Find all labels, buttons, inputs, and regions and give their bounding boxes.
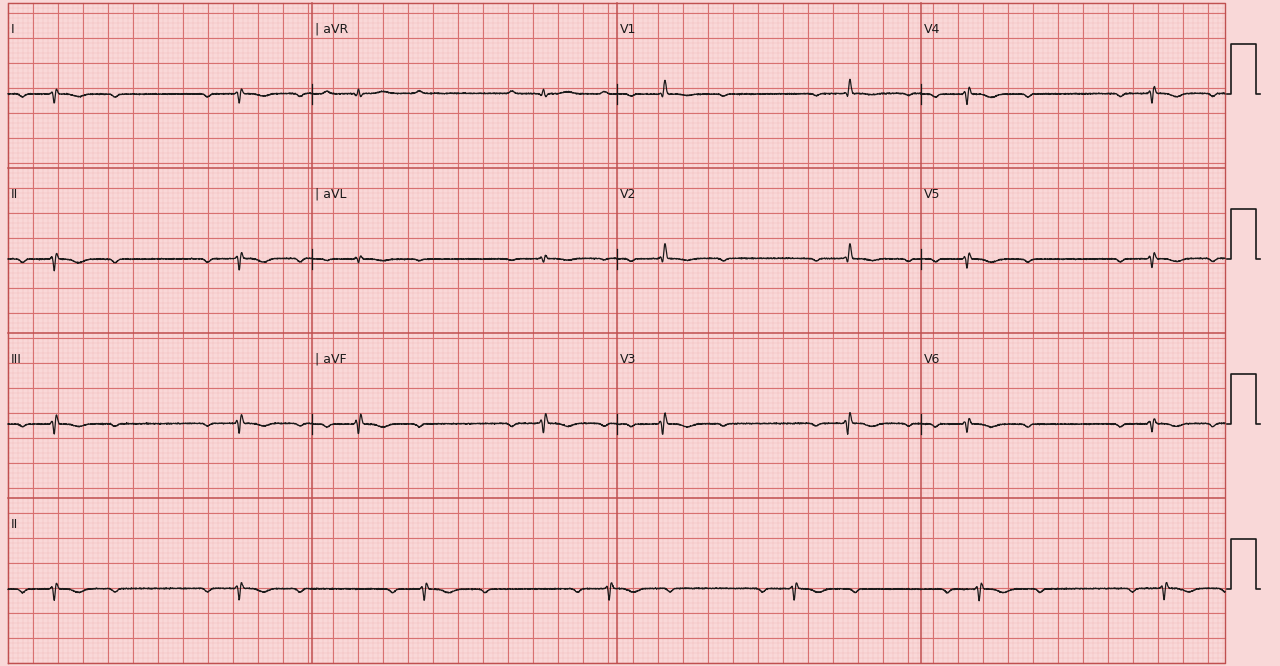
Text: | aVL: | aVL: [315, 188, 347, 201]
Text: V4: V4: [924, 23, 940, 36]
Text: V5: V5: [924, 188, 941, 201]
Text: III: III: [12, 353, 22, 366]
Text: I: I: [12, 23, 14, 36]
Text: V6: V6: [924, 353, 940, 366]
Text: II: II: [12, 517, 18, 531]
Text: V3: V3: [620, 353, 636, 366]
Text: V2: V2: [620, 188, 636, 201]
Text: V1: V1: [620, 23, 636, 36]
Text: | aVR: | aVR: [315, 23, 348, 36]
Text: | aVF: | aVF: [315, 353, 347, 366]
Text: II: II: [12, 188, 18, 201]
